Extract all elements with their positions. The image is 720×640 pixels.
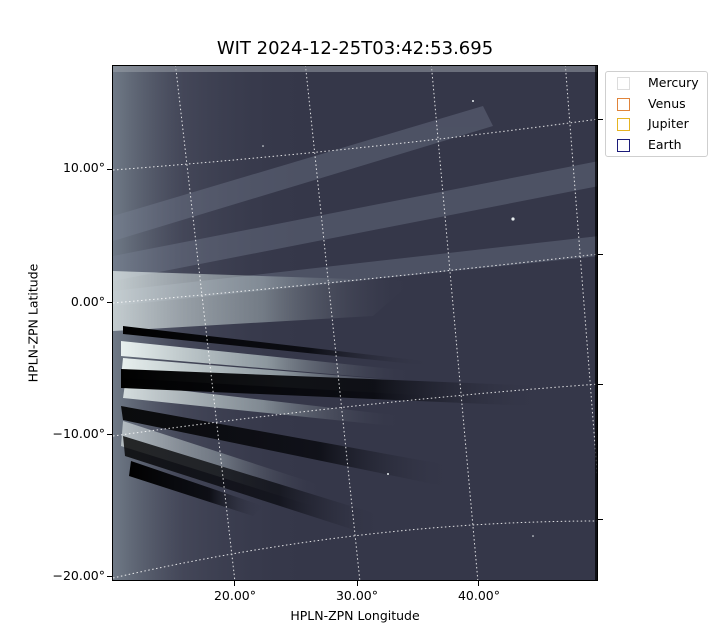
dark-streamers xyxy=(121,326,543,536)
right-tick-mark xyxy=(598,254,603,255)
y-tick-mark xyxy=(107,576,112,577)
right-tick-mark xyxy=(598,519,603,520)
venus-swatch xyxy=(617,98,630,111)
mercury-swatch xyxy=(617,77,630,90)
x-axis-title: HPLN-ZPN Longitude xyxy=(290,608,420,623)
y-tick-label: −20.00° xyxy=(52,568,105,583)
earth-swatch xyxy=(617,139,630,152)
heliospheric-image xyxy=(112,65,598,581)
x-tick-mark xyxy=(357,581,358,586)
x-tick-label: 40.00° xyxy=(457,588,501,603)
y-tick-mark xyxy=(107,302,112,303)
x-tick-label: 20.00° xyxy=(213,588,257,603)
legend-item-earth: Earth xyxy=(606,136,707,156)
y-tick-label: −10.00° xyxy=(52,426,105,441)
equatorial-glow xyxy=(113,271,413,331)
legend-item-mercury: Mercury xyxy=(606,74,707,94)
right-tick-mark xyxy=(598,119,603,120)
legend-label: Earth xyxy=(648,137,682,152)
y-tick-label: 10.00° xyxy=(62,160,105,175)
x-tick-mark xyxy=(478,581,479,586)
legend-label: Mercury xyxy=(648,75,699,90)
y-tick-label: 0.00° xyxy=(70,294,105,309)
legend-label: Jupiter xyxy=(648,116,689,131)
y-tick-mark xyxy=(107,169,112,170)
legend-label: Venus xyxy=(648,96,686,111)
coordinate-grid xyxy=(113,66,597,580)
x-tick-mark xyxy=(234,581,235,586)
x-tick-label: 30.00° xyxy=(335,588,379,603)
right-tick-mark xyxy=(598,384,603,385)
legend: Mercury Venus Jupiter Earth xyxy=(605,71,708,157)
jupiter-swatch xyxy=(617,118,630,131)
legend-item-jupiter: Jupiter xyxy=(606,115,707,135)
stars xyxy=(262,100,534,537)
legend-item-venus: Venus xyxy=(606,95,707,115)
y-tick-mark xyxy=(107,434,112,435)
plot-title: WIT 2024-12-25T03:42:53.695 xyxy=(216,38,494,59)
wit-image-canvas xyxy=(113,66,597,580)
y-axis-title: HPLN-ZPN Latitude xyxy=(25,263,41,383)
